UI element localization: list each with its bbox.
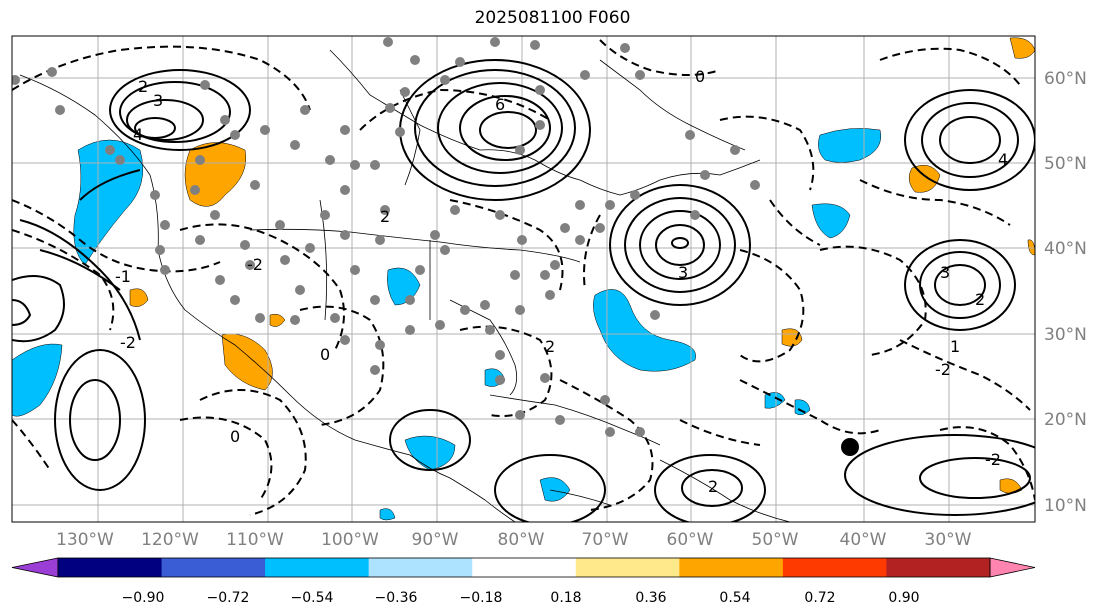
contour-label: 3 [153, 91, 163, 110]
contour-label: 0 [320, 345, 330, 364]
contour-label: 4 [133, 125, 143, 144]
colorbar-tick: 0.36 [635, 590, 666, 606]
lon-label: 120°W [141, 530, 199, 550]
contour-labels: 2 3 4 6 0 -2 2 -1 0 3 2 -2 0 4 3 2 1 -2 … [115, 67, 1008, 496]
colorbar [11, 557, 1036, 578]
contour-label: 6 [495, 95, 505, 114]
longitude-labels: 130°W 120°W 110°W 100°W 90°W 80°W 70°W 6… [56, 530, 972, 550]
colorbar-segment [265, 558, 370, 577]
latitude-labels: 60°N 50°N 40°N 30°N 20°N 10°N [1044, 69, 1087, 516]
lat-label: 20°N [1044, 410, 1087, 430]
lon-label: 60°W [667, 530, 714, 550]
lat-label: 60°N [1044, 69, 1087, 89]
map-title: 2025081100 F060 [474, 8, 631, 28]
contour-label: 0 [695, 67, 705, 86]
lon-label: 130°W [56, 530, 114, 550]
colorbar-extension-high [989, 557, 1036, 578]
colorbar-tick: −0.72 [207, 590, 250, 606]
colorbar-tick: −0.90 [122, 590, 165, 606]
negative-shading [12, 128, 882, 521]
contour-label: -1 [115, 267, 131, 286]
contour-label: 1 [950, 337, 960, 356]
lon-label: 30°W [925, 530, 972, 550]
colorbar-tick: −0.18 [460, 590, 503, 606]
contour-label: 3 [678, 263, 688, 282]
contour-label: 2 [708, 477, 718, 496]
colorbar-extension-low [11, 557, 59, 578]
lat-label: 30°N [1044, 325, 1087, 345]
colorbar-tick: −0.36 [375, 590, 418, 606]
colorbar-segment [58, 558, 163, 577]
colorbar-segment [472, 558, 577, 577]
lat-label: 10°N [1044, 496, 1087, 516]
contour-label: 2 [545, 337, 555, 356]
lon-label: 50°W [752, 530, 799, 550]
contour-label: -2 [935, 360, 951, 379]
map-area [12, 36, 1035, 522]
colorbar-tick: 0.54 [719, 590, 750, 606]
contour-label: 2 [138, 77, 148, 96]
lon-label: 110°W [226, 530, 284, 550]
colorbar-segment [679, 558, 784, 577]
contour-label: 2 [380, 207, 390, 226]
contour-label: 3 [940, 263, 950, 282]
map-border [11, 35, 1036, 523]
station-markers [12, 37, 760, 437]
contour-label: -2 [985, 450, 1001, 469]
contour-label: -2 [120, 333, 136, 352]
colorbar-tick-labels: −0.90 −0.72 −0.54 −0.36 −0.18 0.18 0.36 … [122, 590, 920, 606]
contour-label: -2 [247, 255, 263, 274]
lon-label: 100°W [321, 530, 379, 550]
colorbar-border [57, 557, 991, 578]
reference-point-marker [841, 438, 859, 456]
colorbar-segment [575, 558, 680, 577]
colorbar-segment [782, 558, 887, 577]
lon-label: 70°W [582, 530, 629, 550]
contour-label: 4 [998, 150, 1008, 169]
colorbar-tick: 0.72 [804, 590, 835, 606]
lat-label: 40°N [1044, 239, 1087, 259]
colorbar-tick: −0.54 [291, 590, 334, 606]
coastlines [19, 49, 791, 522]
lat-label: 50°N [1044, 154, 1087, 174]
colorbar-tick: 0.18 [550, 590, 581, 606]
colorbar-segment [368, 558, 473, 577]
lon-label: 80°W [498, 530, 545, 550]
colorbar-tick: 0.90 [888, 590, 919, 606]
lon-label: 40°W [840, 530, 887, 550]
colorbar-segment [161, 558, 266, 577]
solid-contours [12, 59, 1035, 522]
lon-label: 90°W [412, 530, 459, 550]
contour-label: 0 [230, 427, 240, 446]
colorbar-segment [886, 558, 991, 577]
dashed-contours [12, 39, 1035, 516]
contour-label: 2 [975, 290, 985, 309]
